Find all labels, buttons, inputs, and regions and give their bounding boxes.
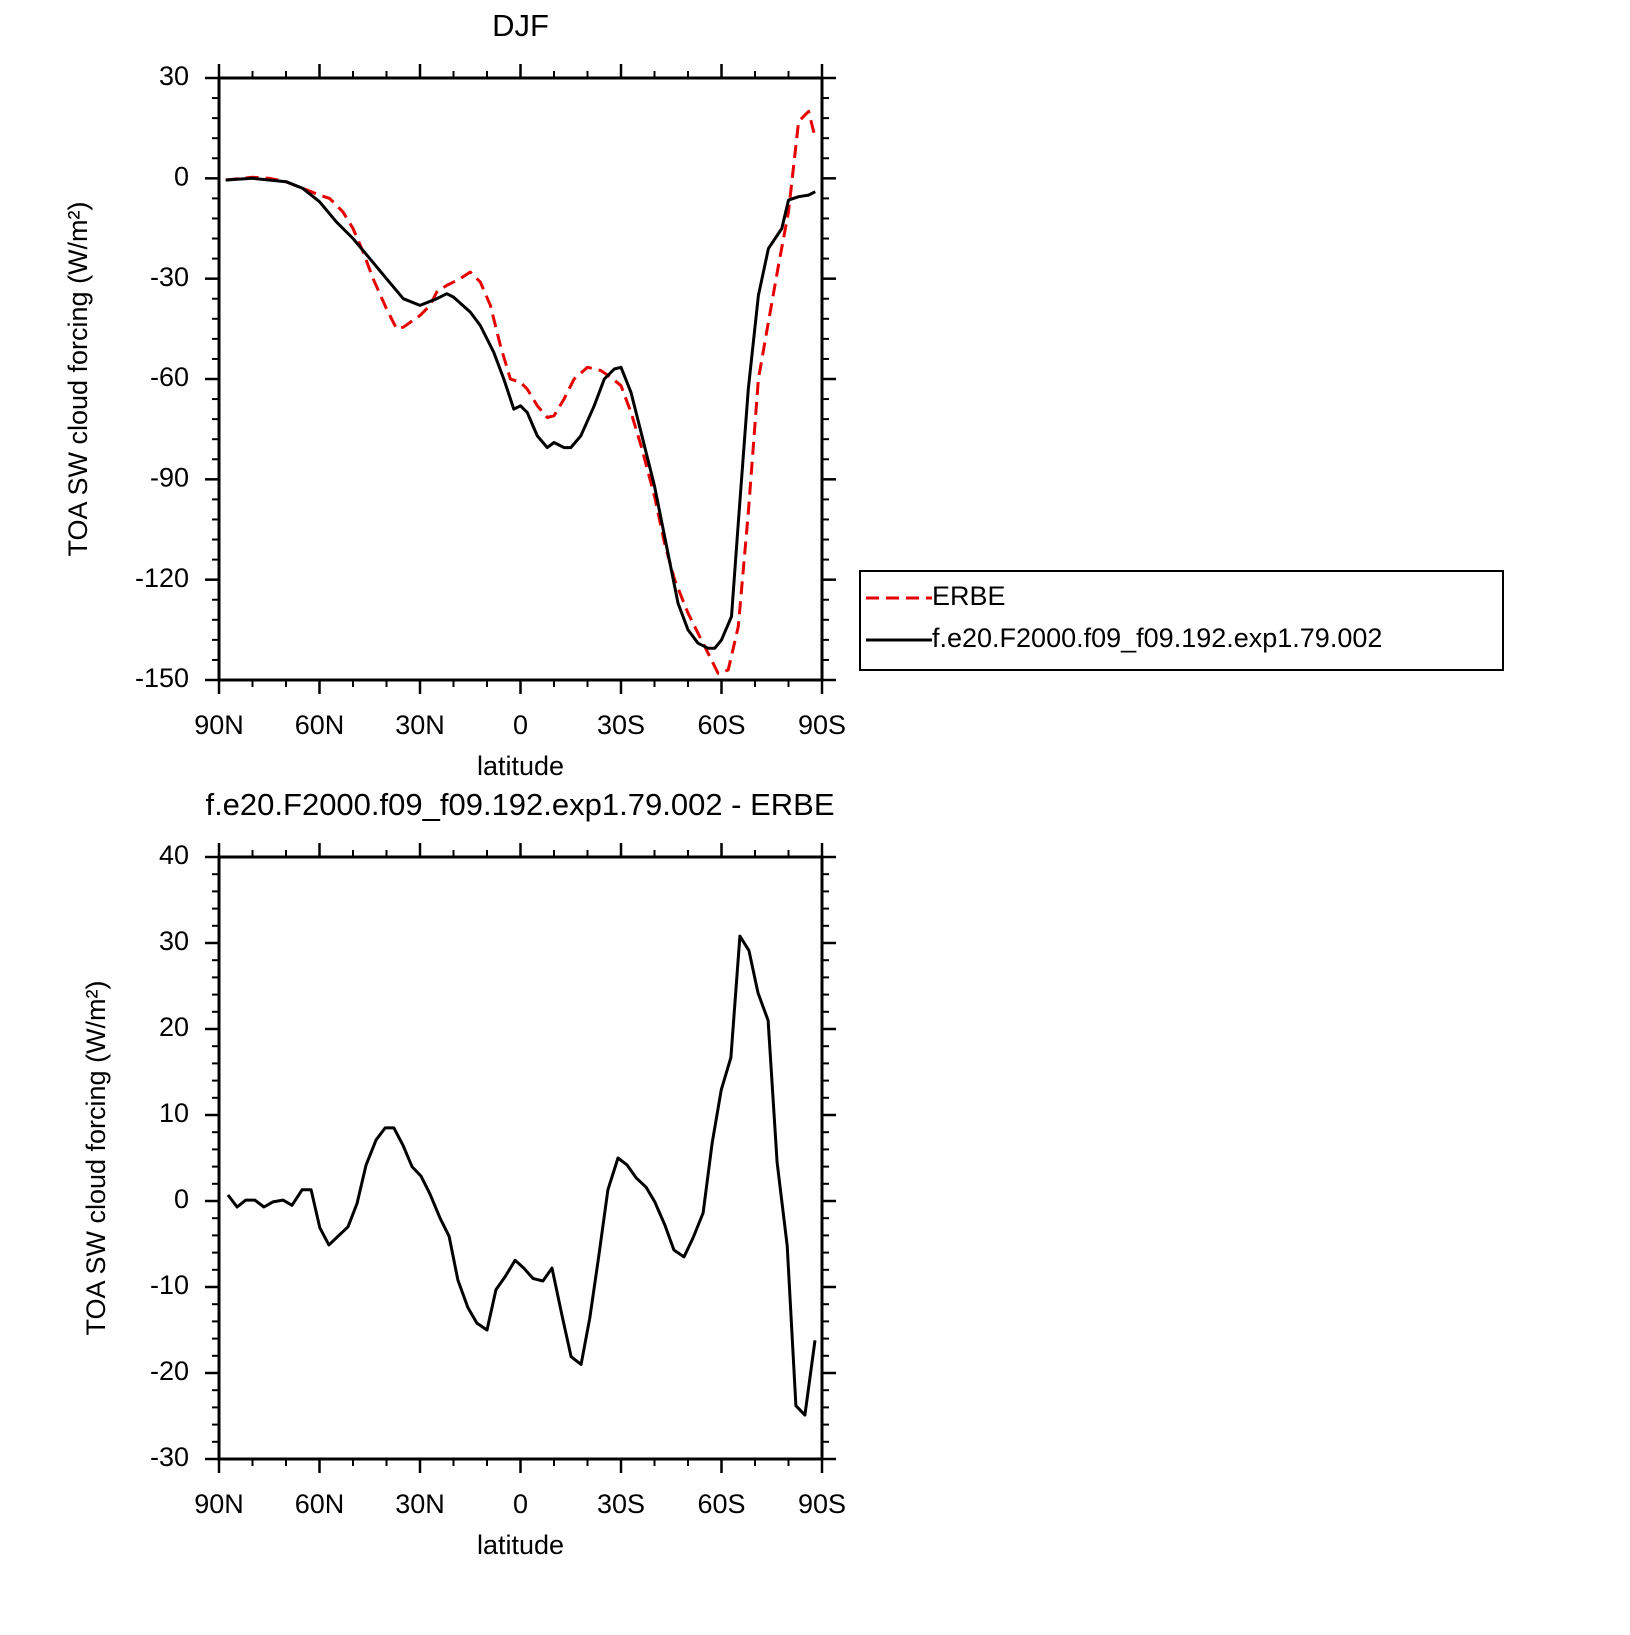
x-tick-label: 30N: [395, 710, 445, 740]
x-tick-label: 60S: [697, 1489, 745, 1519]
y-tick-label: 30: [159, 61, 189, 91]
y-axis-label: TOA SW cloud forcing (W/m²): [63, 201, 93, 556]
y-tick-label: 0: [174, 1184, 189, 1214]
y-tick-label: 40: [159, 840, 189, 870]
x-tick-label: 90N: [194, 710, 244, 740]
data-line: [226, 934, 817, 1417]
plot-frame: [217, 76, 824, 682]
x-tick-label: 90S: [798, 710, 846, 740]
x-tick-label: 0: [513, 1489, 528, 1519]
legend-label: ERBE: [932, 581, 1006, 611]
y-tick-label: -30: [150, 262, 189, 292]
y-tick-label: -10: [150, 1270, 189, 1300]
x-axis-label: latitude: [477, 751, 564, 781]
y-tick-label: -60: [150, 362, 189, 392]
y-tick-label: 30: [159, 926, 189, 956]
plot-frame: [217, 855, 824, 1461]
y-tick-label: 20: [159, 1012, 189, 1042]
chart-title: f.e20.F2000.f09_f09.192.exp1.79.002 - ER…: [205, 787, 834, 822]
x-tick-label: 30S: [597, 710, 645, 740]
legend-box: [859, 570, 1504, 671]
x-tick-label: 0: [513, 710, 528, 740]
x-tick-label: 90S: [798, 1489, 846, 1519]
y-tick-label: -20: [150, 1356, 189, 1386]
chart-title: DJF: [492, 8, 549, 43]
y-tick-label: -120: [135, 563, 189, 593]
x-tick-label: 30S: [597, 1489, 645, 1519]
y-tick-label: 10: [159, 1098, 189, 1128]
x-tick-label: 90N: [194, 1489, 244, 1519]
y-tick-label: -30: [150, 1442, 189, 1472]
x-tick-label: 60N: [295, 710, 345, 740]
x-tick-label: 60N: [295, 1489, 345, 1519]
y-axis-label: TOA SW cloud forcing (W/m²): [81, 980, 111, 1335]
legend-label: f.e20.F2000.f09_f09.192.exp1.79.002: [932, 623, 1382, 653]
data-line: [225, 176, 816, 650]
y-tick-label: -90: [150, 462, 189, 492]
x-axis-label: latitude: [477, 1530, 564, 1560]
x-tick-label: 30N: [395, 1489, 445, 1519]
y-tick-label: -150: [135, 663, 189, 693]
x-tick-label: 60S: [697, 710, 745, 740]
y-tick-label: 0: [174, 161, 189, 191]
